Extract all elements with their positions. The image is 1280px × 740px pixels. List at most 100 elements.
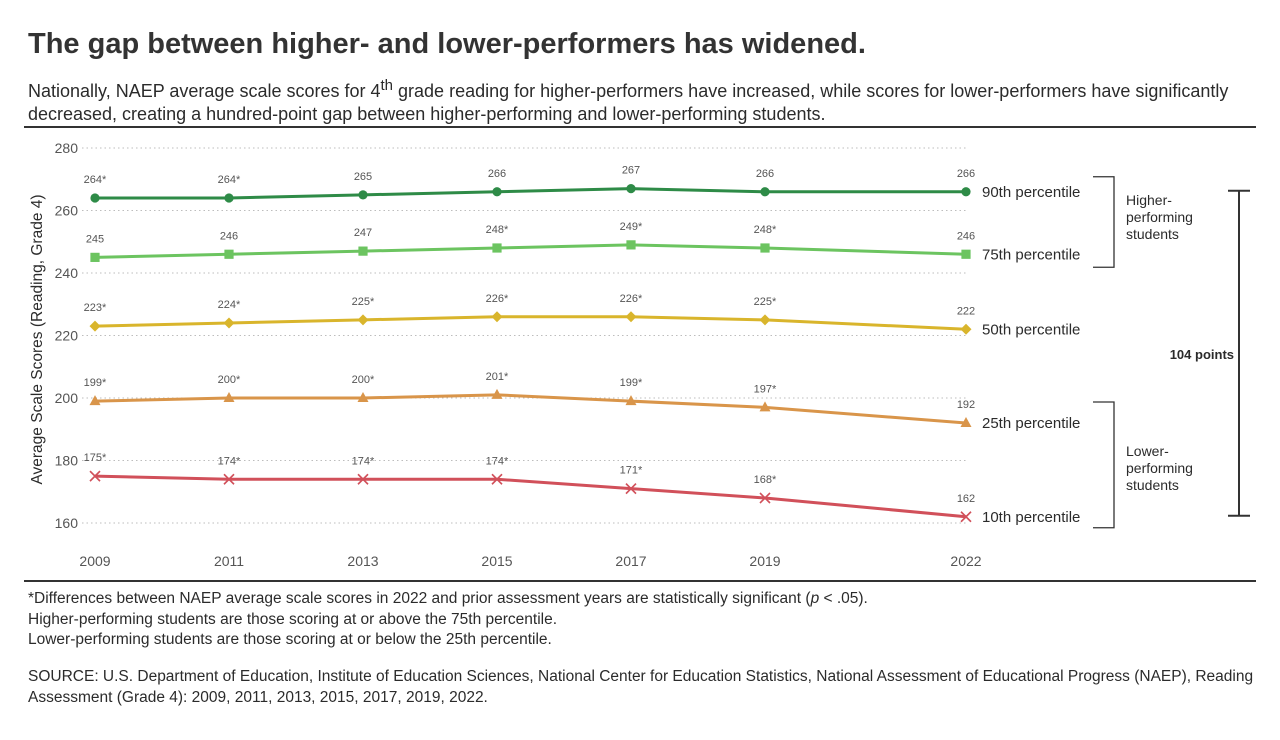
data-point [960,417,972,427]
source-note: SOURCE: U.S. Department of Education, In… [28,668,1254,706]
footnote-significance: *Differences between NAEP average scale … [28,590,868,607]
x-tick-label: 2017 [615,553,646,569]
series-label: 10th percentile [982,509,1080,526]
series-label: 90th percentile [982,184,1080,201]
data-label: 168* [754,474,777,486]
higher-group-bracket [1093,176,1115,268]
data-label: 264* [218,174,241,186]
data-point [90,252,100,262]
line-chart: 160 180 200 220 240 260 280 Average Scale Score… [29,140,1250,569]
data-label: 247 [354,227,372,239]
data-label: 175* [84,452,107,464]
chart-subtitle: Nationally, NAEP average scale scores fo… [28,74,1258,126]
footnotes: *Differences between NAEP average scale … [28,589,868,651]
series-75th-percentile: 245 246 247 248* 249* 248* 246 75th percentile [86,221,1081,263]
y-tick-label: 160 [55,515,79,531]
data-point [759,492,771,504]
subtitle-text-after: grade reading for higher-performers have… [28,81,1229,124]
lower-group-bracket [1093,401,1115,529]
data-label: 171* [620,465,643,477]
series-label: 75th percentile [982,246,1080,263]
data-label: 199* [620,377,643,389]
y-tick-label: 200 [55,390,79,406]
data-point [89,470,101,482]
data-point [491,473,503,485]
data-point [357,392,369,402]
x-tick-label: 2009 [79,553,110,569]
data-point [491,311,503,323]
data-label: 226* [620,293,643,305]
data-label: 174* [218,455,241,467]
data-label: 245 [86,233,104,245]
data-label: 222 [957,305,975,317]
data-point [760,243,770,253]
data-point [224,249,234,259]
data-point [760,187,770,197]
data-label: 174* [352,455,375,467]
data-label: 249* [620,221,643,233]
data-point [960,323,972,335]
y-tick-label: 280 [55,140,79,156]
series-25th-percentile: 199* 200* 200* 201* 199* 197* 192 25th percenti… [84,371,1081,432]
y-tick-label: 240 [55,265,79,281]
series-10th-percentile: 175* 174* 174* 174* 171* 168* 162 10th percenti… [84,452,1081,526]
higher-group-label: Higher-performing students [1126,192,1193,242]
data-point [357,473,369,485]
data-label: 226* [486,293,509,305]
y-tick-label: 220 [55,328,79,344]
data-label: 223* [84,302,107,314]
data-label: 225* [754,296,777,308]
data-label: 199* [84,377,107,389]
lower-group-label: Lower-performing students [1126,443,1193,493]
data-point [961,249,971,259]
data-label: 197* [754,383,777,395]
data-point [961,187,971,197]
data-label: 200* [218,374,241,386]
data-point [223,473,235,485]
y-axis-title: Average Scale Scores (Reading, Grade 4) [29,194,46,484]
data-label: 265 [354,171,372,183]
data-point [224,193,234,203]
data-point [89,395,101,406]
data-point [625,395,637,406]
data-label: 224* [218,299,241,311]
data-point [358,246,368,256]
data-label: 174* [486,455,509,467]
data-label: 192 [957,399,975,411]
data-point [625,311,637,323]
data-point [491,388,503,399]
subtitle-superscript: th [380,77,394,94]
data-point [759,314,771,326]
x-tick-label: 2015 [481,553,512,569]
footer-divider [24,580,1256,582]
data-point [492,187,502,197]
data-label: 266 [957,168,975,180]
data-point [492,243,502,253]
x-tick-label: 2013 [347,553,378,569]
data-point [626,184,636,194]
data-label: 246 [220,230,238,242]
footnote-lower-definition: Lower-performing students are those scor… [28,631,552,648]
series-label: 25th percentile [982,415,1080,432]
header-divider [24,126,1256,128]
subtitle-text-before: Nationally, NAEP average scale scores fo… [28,81,381,101]
x-tick-label: 2022 [950,553,981,569]
data-point [358,190,368,200]
data-point [759,401,771,412]
y-tick-label: 260 [55,203,79,219]
data-label: 246 [957,230,975,242]
data-point [90,193,100,203]
data-label: 162 [957,493,975,505]
series-50th-percentile: 223* 224* 225* 226* 226* 225* 222 50th percenti… [84,293,1081,339]
x-tick-label: 2011 [214,553,244,569]
data-point [89,320,101,332]
data-label: 267 [622,165,640,177]
data-label: 201* [486,371,509,383]
series-90th-percentile: 264* 264* 265 266 267 266 266 90th percentile [84,165,1080,203]
data-label: 266 [488,168,506,180]
data-label: 264* [84,174,107,186]
data-label: 225* [352,296,375,308]
data-point [960,511,972,523]
footnote-higher-definition: Higher-performing students are those sco… [28,610,558,628]
data-point [626,240,636,250]
